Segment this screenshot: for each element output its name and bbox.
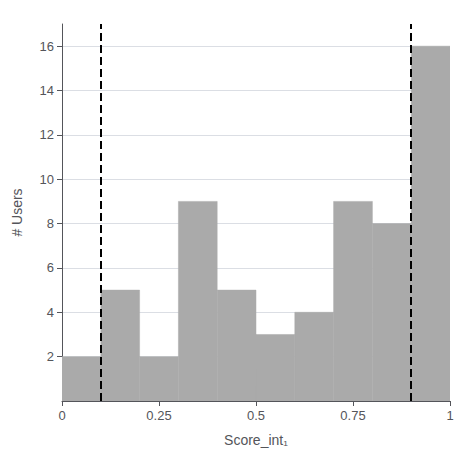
svg-text:2: 2 [47,349,54,364]
svg-text:8: 8 [47,216,54,231]
svg-text:4: 4 [47,305,54,320]
svg-text:0: 0 [58,408,65,423]
svg-text:0.5: 0.5 [247,408,265,423]
svg-text:# Users: # Users [9,188,25,236]
svg-text:14: 14 [40,83,54,98]
svg-text:12: 12 [40,127,54,142]
svg-text:1: 1 [446,408,453,423]
svg-text:16: 16 [40,39,54,54]
svg-text:6: 6 [47,260,54,275]
svg-text:0.25: 0.25 [146,408,171,423]
svg-text:Score_int₁: Score_int₁ [224,432,288,448]
svg-text:0.75: 0.75 [340,408,365,423]
svg-text:10: 10 [40,172,54,187]
